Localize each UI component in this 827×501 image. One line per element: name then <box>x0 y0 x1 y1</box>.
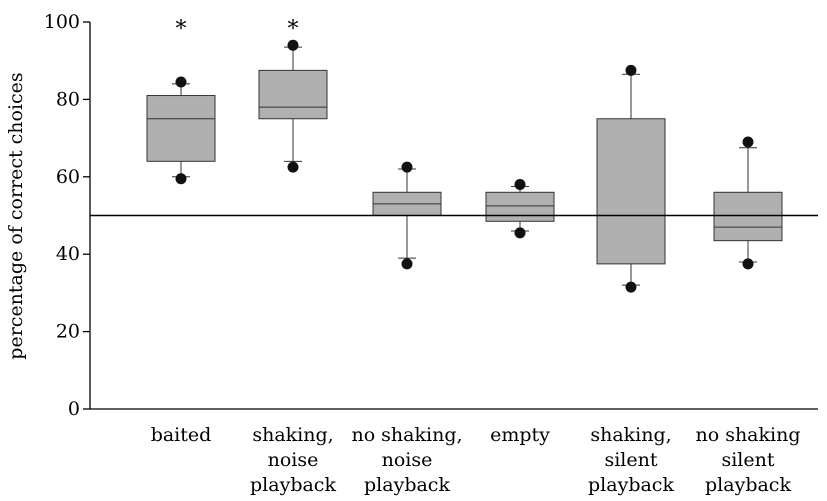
outlier-point <box>625 281 637 293</box>
category-label-line: silent <box>721 449 774 471</box>
box-group <box>596 64 666 293</box>
category-label: no shaking, noise playback <box>351 424 462 496</box>
category-label-line: noise <box>382 449 433 471</box>
category-label-line: playback <box>250 474 336 496</box>
category-label-line: shaking, <box>590 424 671 446</box>
outlier-point <box>401 258 413 270</box>
outlier-point <box>742 258 754 270</box>
category-label-line: noise <box>268 449 319 471</box>
category-label: no shaking silent playback <box>695 424 800 496</box>
category-label-line: shaking, <box>252 424 333 446</box>
box <box>713 191 783 242</box>
outlier-point <box>401 161 413 173</box>
category-label-line: silent <box>604 449 657 471</box>
box <box>596 118 666 265</box>
category-label-line: no shaking <box>695 424 800 446</box>
box-group <box>713 136 783 270</box>
outlier-point <box>514 227 526 239</box>
category-label-line: playback <box>364 474 450 496</box>
outlier-point <box>514 179 526 191</box>
y-tick-label: 100 <box>44 11 80 33</box>
y-tick-label: 40 <box>56 243 80 265</box>
outlier-point <box>287 39 299 51</box>
box <box>485 191 555 222</box>
category-label: shaking, silent playback <box>588 424 674 496</box>
category-label-line: no shaking, <box>351 424 462 446</box>
category-label-line: playback <box>588 474 674 496</box>
box <box>146 95 216 162</box>
y-tick-label: 60 <box>56 166 80 188</box>
category-label-line: playback <box>705 474 791 496</box>
category-label: baited <box>151 424 212 446</box>
box <box>258 69 328 120</box>
outlier-point <box>287 161 299 173</box>
outlier-point <box>175 173 187 185</box>
box-group: * <box>146 17 216 185</box>
category-label-line: empty <box>490 424 550 446</box>
outlier-point <box>175 76 187 88</box>
y-tick-label: 20 <box>56 321 80 343</box>
outlier-point <box>625 64 637 76</box>
category-label: empty <box>490 424 550 446</box>
y-tick-label: 80 <box>56 88 80 110</box>
box-group <box>485 179 555 239</box>
y-axis-label: percentage of correct choices <box>5 72 27 359</box>
significance-marker: * <box>176 17 187 42</box>
category-label-line: baited <box>151 424 212 446</box>
significance-marker: * <box>288 17 299 42</box>
outlier-point <box>742 136 754 148</box>
box-group: * <box>258 17 328 173</box>
y-tick-label: 0 <box>68 398 80 420</box>
chart-marks: * * <box>90 17 818 293</box>
category-label: shaking, noise playback <box>250 424 336 496</box>
axes: 0 20 40 60 80 100 <box>44 11 818 420</box>
